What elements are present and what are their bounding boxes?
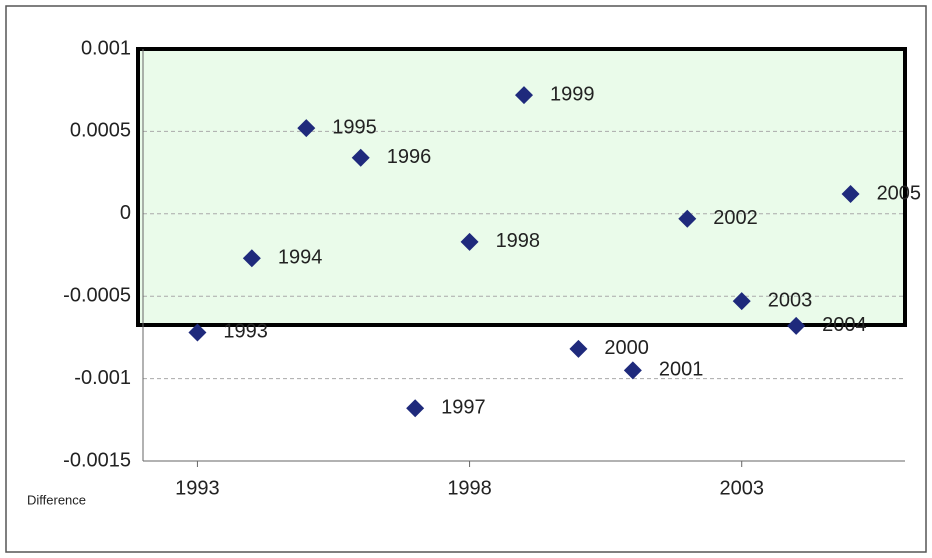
point-label: 1995	[332, 116, 377, 138]
point	[460, 232, 479, 251]
point	[787, 316, 806, 335]
point	[841, 185, 860, 204]
point-label: 2000	[604, 337, 649, 359]
point-label: 1994	[278, 247, 323, 269]
point	[297, 119, 316, 138]
point-label: 2003	[768, 289, 813, 311]
y-tick-label: -0.001	[74, 367, 131, 389]
point	[623, 361, 642, 380]
point-label: 1997	[441, 397, 486, 419]
point	[515, 86, 533, 105]
point-label: 2005	[877, 182, 922, 204]
point-label: 1998	[496, 230, 540, 252]
y-tick-label: 0.001	[81, 37, 131, 59]
point	[188, 323, 207, 342]
x-axis-label: Difference	[27, 492, 86, 507]
y-tick-label: 0.0005	[70, 120, 131, 142]
point-label: 1996	[387, 146, 432, 168]
point-label: 1993	[223, 321, 268, 343]
y-tick-label: -0.0005	[63, 284, 131, 306]
point	[732, 292, 751, 311]
point-label: 2004	[822, 314, 867, 336]
x-tick-label: 2003	[719, 477, 764, 499]
point	[678, 209, 697, 228]
point	[406, 399, 425, 418]
x-tick-label: 1998	[447, 477, 492, 499]
point-label: 2002	[713, 207, 758, 229]
point-label: 1999	[550, 83, 595, 105]
y-tick-label: 0	[120, 202, 131, 224]
point	[351, 148, 370, 167]
point-label: 2001	[659, 359, 704, 381]
point	[569, 339, 588, 358]
y-tick-label: -0.0015	[63, 449, 131, 471]
point	[242, 249, 261, 268]
x-tick-label: 1993	[175, 477, 220, 499]
